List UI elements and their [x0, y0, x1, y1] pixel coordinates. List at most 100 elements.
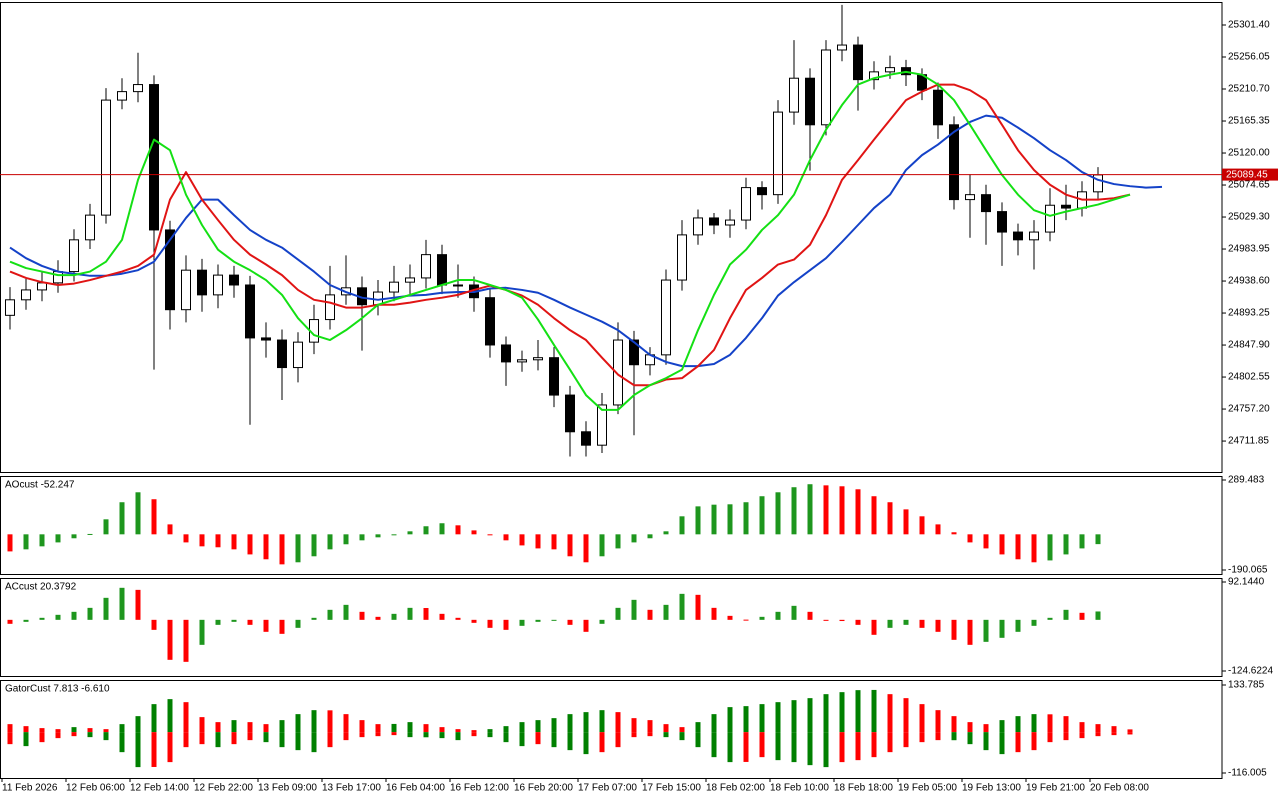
histogram-bar — [615, 534, 621, 549]
histogram-bar — [903, 619, 909, 625]
histogram-bar — [871, 619, 877, 635]
histogram-bar — [215, 722, 221, 733]
histogram-bar — [423, 526, 429, 535]
histogram-bar — [855, 690, 861, 733]
candle-body — [661, 279, 671, 356]
histogram-bar — [359, 720, 365, 733]
histogram-bar — [439, 613, 445, 620]
candle-body — [437, 254, 447, 286]
histogram-bar — [711, 714, 717, 733]
histogram-bar — [951, 619, 957, 640]
histogram-bar — [839, 732, 845, 763]
histogram-bar — [119, 732, 125, 753]
histogram-bar — [391, 723, 397, 733]
histogram-bar — [1079, 722, 1085, 733]
histogram-bar — [551, 732, 557, 748]
histogram-bar — [375, 732, 381, 737]
histogram-bar — [199, 732, 205, 745]
histogram-bar — [999, 534, 1005, 555]
histogram-bar — [871, 732, 877, 758]
x-tick-label: 17 Feb 07:00 — [578, 783, 637, 794]
panel-frame — [0, 578, 1223, 677]
candle-body — [117, 91, 127, 101]
histogram-bar — [71, 727, 77, 733]
candle-body — [5, 299, 15, 316]
histogram-bar — [455, 729, 461, 733]
histogram-bar — [407, 722, 413, 733]
histogram-bar — [39, 617, 45, 620]
histogram-bar — [759, 704, 765, 733]
histogram-bar — [1047, 534, 1053, 561]
panel-frame — [0, 476, 1223, 575]
histogram-bar — [55, 614, 61, 620]
histogram-bar — [279, 534, 285, 565]
candle-body — [693, 217, 703, 236]
histogram-bar — [455, 525, 461, 535]
histogram-bar — [423, 732, 429, 738]
histogram-bar — [343, 714, 349, 733]
candle-body — [37, 282, 47, 291]
candle-body — [581, 431, 591, 446]
histogram-bar — [135, 492, 141, 535]
candle-body — [181, 269, 191, 311]
histogram-bar — [951, 716, 957, 733]
candle-body — [1013, 231, 1023, 241]
histogram-bar — [503, 726, 509, 733]
histogram-bar — [903, 509, 909, 535]
histogram-bar — [567, 714, 573, 733]
candle-body — [85, 214, 95, 241]
histogram-bar — [23, 619, 29, 622]
histogram-bar — [679, 732, 685, 741]
histogram-bar — [599, 732, 605, 753]
histogram-bar — [199, 717, 205, 733]
y-tick-label: 24757.20 — [1228, 404, 1270, 415]
histogram-bar — [759, 732, 765, 758]
histogram-bar — [951, 532, 957, 535]
candle-body — [885, 67, 895, 73]
histogram-bar — [23, 534, 29, 550]
histogram-bar — [695, 722, 701, 733]
x-tick-label: 19 Feb 05:00 — [898, 783, 957, 794]
histogram-bar — [135, 716, 141, 733]
histogram-bar — [983, 619, 989, 642]
histogram-bar — [263, 732, 269, 743]
histogram-bar — [343, 604, 349, 620]
y-tick-label: 92.1440 — [1228, 577, 1265, 588]
histogram-bar — [23, 726, 29, 733]
x-tick-label: 19 Feb 13:00 — [962, 783, 1021, 794]
histogram-bar — [711, 607, 717, 620]
histogram-bar — [615, 607, 621, 620]
histogram-bar — [87, 728, 93, 733]
histogram-bar — [247, 534, 253, 555]
histogram-bar — [727, 732, 733, 763]
y-tick-label: 24938.60 — [1228, 276, 1270, 287]
histogram-bar — [87, 607, 93, 620]
histogram-bar — [295, 732, 301, 751]
histogram-bar — [775, 732, 781, 761]
histogram-bar — [855, 489, 861, 535]
histogram-bar — [103, 729, 109, 733]
histogram-bar — [583, 712, 589, 733]
histogram-bar — [535, 720, 541, 733]
histogram-bar — [919, 516, 925, 535]
candle-body — [533, 357, 543, 361]
histogram-bar — [71, 732, 77, 737]
histogram-bar — [807, 484, 813, 535]
candle-body — [165, 229, 175, 311]
histogram-bar — [807, 732, 813, 766]
histogram-bar — [647, 732, 653, 737]
histogram-bar — [663, 724, 669, 733]
histogram-bar — [1063, 716, 1069, 733]
candle-body — [501, 344, 511, 363]
x-tick-label: 18 Feb 10:00 — [770, 783, 829, 794]
histogram-bar — [919, 732, 925, 743]
histogram-bar — [311, 710, 317, 733]
histogram-bar — [679, 516, 685, 535]
histogram-bar — [775, 611, 781, 620]
y-tick-label: 25120.00 — [1228, 148, 1270, 159]
panel-title: ACcust 20.3792 — [5, 582, 77, 593]
candle-body — [773, 111, 783, 196]
histogram-bar — [983, 534, 989, 549]
candle-body — [69, 239, 79, 273]
